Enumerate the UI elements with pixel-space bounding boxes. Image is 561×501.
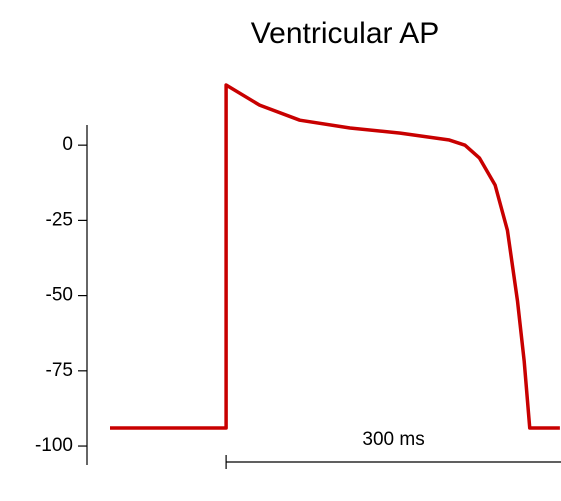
y-tick-label: 0 <box>62 134 73 155</box>
y-tick-label: -75 <box>46 360 73 381</box>
chart-title: Ventricular AP <box>251 17 439 50</box>
y-tick-label: -50 <box>46 285 73 306</box>
trace <box>110 83 560 430</box>
y-tick-label: -100 <box>35 435 73 456</box>
y-tick-label: -25 <box>46 209 73 230</box>
scale-bar-label: 300 ms <box>362 429 424 450</box>
